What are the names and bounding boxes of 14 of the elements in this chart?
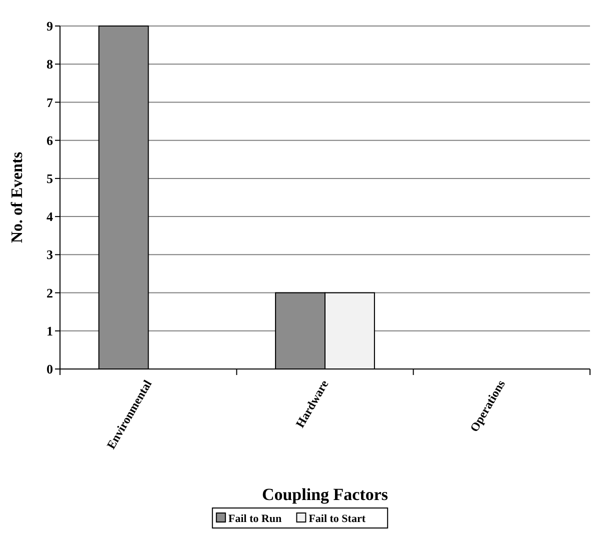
y-tick-label: 5 xyxy=(46,170,54,186)
x-axis-title: Coupling Factors xyxy=(262,485,388,504)
y-tick-label: 1 xyxy=(46,323,53,338)
y-tick-label: 2 xyxy=(46,285,53,300)
y-tick-label: 6 xyxy=(46,132,54,148)
y-tick-label: 9 xyxy=(46,18,54,34)
legend-label: Fail to Run xyxy=(228,512,282,525)
y-tick-label: 0 xyxy=(46,362,53,377)
y-tick-label: 3 xyxy=(46,247,54,262)
y-tick-label: 8 xyxy=(46,56,54,72)
y-tick-label: 4 xyxy=(46,209,54,224)
y-axis-title: No. of Events xyxy=(9,152,26,244)
y-tick-label: 7 xyxy=(46,94,54,110)
legend-label: Fail to Start xyxy=(308,512,366,525)
